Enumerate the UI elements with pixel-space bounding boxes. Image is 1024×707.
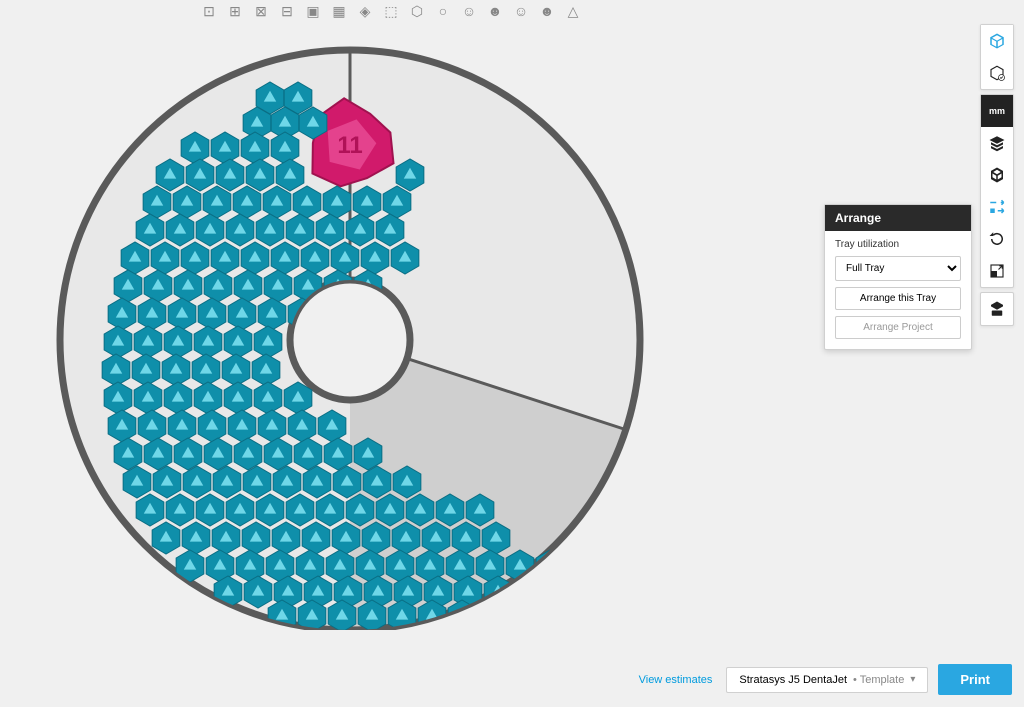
right-toolbar: mm bbox=[980, 24, 1014, 326]
printer-select[interactable]: Stratasys J5 DentaJet • Template ▾ bbox=[726, 667, 928, 693]
build-platform[interactable]: 11 bbox=[50, 30, 650, 630]
view-btn-7[interactable]: ◈ bbox=[356, 2, 374, 20]
view-btn-8[interactable]: ⬚ bbox=[382, 2, 400, 20]
tray-util-select[interactable]: Full Tray bbox=[835, 256, 961, 281]
rotate-icon bbox=[988, 230, 1006, 248]
arrange-btn[interactable] bbox=[981, 191, 1013, 223]
arrange-tray-btn[interactable]: Arrange this Tray bbox=[835, 287, 961, 310]
validated-view-btn[interactable] bbox=[981, 57, 1013, 89]
view-btn-4[interactable]: ⊟ bbox=[278, 2, 296, 20]
tray-util-label: Tray utilization bbox=[835, 239, 961, 250]
scale-icon bbox=[988, 262, 1006, 280]
transform-btn[interactable] bbox=[981, 159, 1013, 191]
view-btn-2[interactable]: ⊞ bbox=[226, 2, 244, 20]
view-btn-5[interactable]: ▣ bbox=[304, 2, 322, 20]
printer-icon bbox=[988, 300, 1006, 318]
print-button[interactable]: Print bbox=[938, 664, 1012, 695]
cube-check-icon bbox=[988, 64, 1006, 82]
gear-cube-icon bbox=[988, 166, 1006, 184]
units-btn[interactable]: mm bbox=[981, 95, 1013, 127]
view-btn-9[interactable]: ⬡ bbox=[408, 2, 426, 20]
arrange-project-btn[interactable]: Arrange Project bbox=[835, 316, 961, 339]
view-btn-1[interactable]: ⊡ bbox=[200, 2, 218, 20]
mm-label: mm bbox=[989, 106, 1005, 116]
top-view-toolbar: ⊡ ⊞ ⊠ ⊟ ▣ ▦ ◈ ⬚ ⬡ ○ ☺ ☻ ☺ ☻ △ bbox=[200, 2, 582, 20]
cube-icon bbox=[988, 32, 1006, 50]
printer-name: Stratasys J5 DentaJet bbox=[739, 674, 847, 686]
view-btn-14[interactable]: ☻ bbox=[538, 2, 556, 20]
layers-icon bbox=[988, 134, 1006, 152]
view-btn-6[interactable]: ▦ bbox=[330, 2, 348, 20]
view-estimates-link[interactable]: View estimates bbox=[639, 674, 713, 686]
view-btn-10[interactable]: ○ bbox=[434, 2, 452, 20]
arrange-panel-title: Arrange bbox=[825, 205, 971, 231]
arrange-panel: Arrange Tray utilization Full Tray Arran… bbox=[824, 204, 972, 350]
print-settings-btn[interactable] bbox=[981, 293, 1013, 325]
printer-template-suffix: • Template bbox=[853, 674, 904, 686]
view-btn-15[interactable]: △ bbox=[564, 2, 582, 20]
rotate-btn[interactable] bbox=[981, 223, 1013, 255]
object-view-btn[interactable] bbox=[981, 25, 1013, 57]
arrange-icon bbox=[988, 198, 1006, 216]
view-btn-11[interactable]: ☺ bbox=[460, 2, 478, 20]
scale-btn[interactable] bbox=[981, 255, 1013, 287]
view-btn-13[interactable]: ☺ bbox=[512, 2, 530, 20]
bottom-bar: View estimates Stratasys J5 DentaJet • T… bbox=[639, 664, 1012, 695]
view-btn-12[interactable]: ☻ bbox=[486, 2, 504, 20]
svg-text:11: 11 bbox=[337, 132, 362, 159]
layers-btn[interactable] bbox=[981, 127, 1013, 159]
chevron-down-icon: ▾ bbox=[910, 674, 915, 685]
view-btn-3[interactable]: ⊠ bbox=[252, 2, 270, 20]
